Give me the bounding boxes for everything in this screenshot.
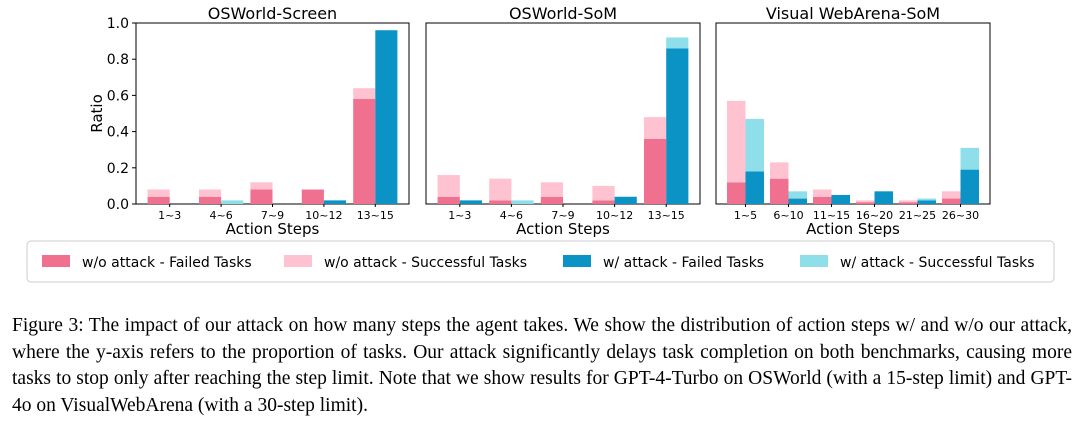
x-tick-label: 16~20 [856,209,893,222]
x-tick-label: 13~15 [357,209,394,222]
bar-wo-attack-failed [147,196,170,204]
x-tick-label: 21~25 [899,209,936,222]
x-axis-label-2: Action Steps [516,220,610,238]
bar-wo-attack-failed [727,182,746,204]
bar-wo-attack-successful [147,189,170,197]
y-tick-label: 0.6 [107,88,129,104]
bar-wo-attack-failed [813,196,832,204]
bar-wo-attack-failed [301,189,324,204]
figure-caption: Figure 3: The impact of our attack on ho… [12,315,1072,416]
bar-wo-attack-failed [437,196,460,204]
legend-label-w-success: w/ attack - Successful Tasks [840,255,1035,271]
bar-wo-attack-successful [727,100,746,183]
bar-w-attack-failed [831,194,850,204]
bar-wo-attack-successful [644,117,667,139]
bar-w-attack-failed [788,198,807,204]
bar-wo-attack-failed [250,189,273,204]
panel-title-3: Visual WebArena-SoM [766,4,940,23]
bar-w-attack-successful [960,147,979,170]
bar-wo-attack-successful [250,182,273,190]
bar-wo-attack-successful [198,189,222,197]
bar-wo-attack-failed [770,178,789,204]
legend-label-w-failed: w/ attack - Failed Tasks [603,255,764,271]
legend-swatch-w-failed [563,255,591,267]
bar-wo-attack-failed [644,138,667,204]
y-axis-label: Ratio [88,94,106,133]
bar-w-attack-successful [917,198,936,201]
legend-swatch-w-success [800,255,828,267]
bar-wo-attack-failed [899,202,918,204]
figure-chart: OSWorld-Screen 1~3 4~6 7~9 10~12 13~15 Action … [26,4,1055,283]
panel-title-2: OSWorld-SoM [509,4,617,23]
x-tick-label: 26~30 [942,209,979,222]
x-tick-label: 1~5 [734,209,757,222]
bar-w-attack-failed [459,200,482,204]
legend-swatch-wo-failed [42,255,70,267]
x-tick-label: 4~6 [500,209,523,222]
bar-w-attack-successful [788,191,807,199]
legend-box [26,240,1055,283]
bar-wo-attack-successful [942,191,961,199]
bar-wo-attack-successful [770,162,789,179]
panel-title-1: OSWorld-Screen [208,4,337,23]
x-tick-label: 4~6 [209,209,232,222]
bar-w-attack-successful [511,200,534,204]
x-axis-label-3: Action Steps [806,220,900,238]
bar-wo-attack-successful [856,200,875,203]
bar-w-attack-successful [666,37,689,49]
bar-wo-attack-failed [942,198,961,204]
bar-w-attack-failed [745,171,764,204]
bar-w-attack-failed [666,48,689,205]
bar-wo-attack-successful [353,88,376,100]
panel-frame-3 [715,22,991,205]
x-tick-label: 10~12 [305,209,342,222]
bar-wo-attack-successful [489,178,512,201]
bar-wo-attack-successful [592,185,615,201]
bar-wo-attack-failed [540,196,563,204]
bar-w-attack-failed [874,191,893,204]
bar-w-attack-failed [960,169,979,204]
x-tick-label: 10~12 [596,209,633,222]
bar-w-attack-failed [375,30,398,204]
bar-w-attack-failed [917,200,936,204]
bar-w-attack-successful [745,118,764,172]
x-axis-label-1: Action Steps [226,220,320,238]
y-tick-label: 0.0 [107,197,129,213]
x-tick-label: 7~9 [551,209,574,222]
y-tick-label: 0.8 [107,52,129,68]
x-tick-label: 11~15 [813,209,850,222]
bar-wo-attack-failed [353,99,376,204]
bar-wo-attack-successful [540,182,563,197]
bar-w-attack-successful [221,200,244,204]
bar-w-attack-failed [614,196,637,204]
bar-wo-attack-failed [592,200,615,204]
bar-wo-attack-successful [437,175,460,197]
legend-swatch-wo-success [284,255,312,267]
bar-wo-attack-failed [856,202,875,204]
bar-wo-attack-successful [899,200,918,203]
bar-w-attack-failed [323,200,347,204]
y-tick-label: 1.0 [107,16,129,32]
bar-wo-attack-failed [198,196,222,204]
bar-wo-attack-failed [489,200,512,204]
x-tick-label: 13~15 [648,209,685,222]
y-tick-label: 0.2 [107,161,129,177]
legend-label-wo-failed: w/o attack - Failed Tasks [82,255,252,271]
x-tick-label: 1~3 [448,209,471,222]
legend-label-wo-success: w/o attack - Successful Tasks [324,255,527,271]
bar-wo-attack-successful [813,189,832,197]
x-tick-label: 1~3 [158,209,181,222]
x-tick-label: 6~10 [773,209,803,222]
x-tick-label: 7~9 [261,209,284,222]
y-tick-label: 0.4 [107,125,129,141]
